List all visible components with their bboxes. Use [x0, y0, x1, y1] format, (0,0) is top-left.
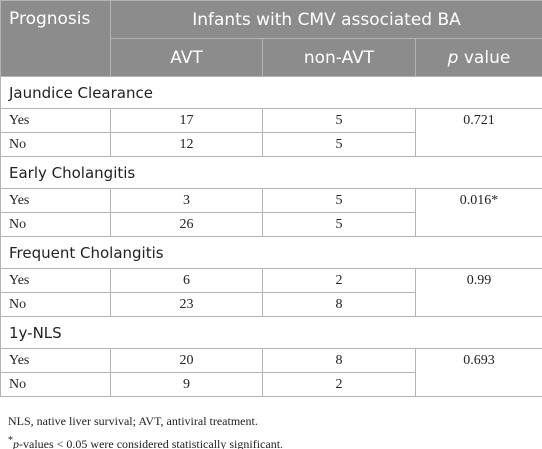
- avt-cell: 9: [110, 372, 263, 397]
- non-avt-cell: 5: [262, 188, 416, 213]
- row-label: No: [0, 212, 111, 237]
- non-avt-cell: 8: [262, 292, 416, 317]
- non-avt-cell: 8: [262, 348, 416, 373]
- avt-cell: 26: [110, 212, 263, 237]
- non-avt-cell: 2: [262, 372, 416, 397]
- non-avt-cell: 5: [262, 212, 416, 237]
- note: NLS, native liver survival; AVT, antivir…: [8, 414, 258, 428]
- avt-cell: 6: [110, 268, 263, 293]
- avt-cell: 12: [110, 132, 263, 157]
- row-label: Yes: [0, 108, 111, 133]
- data-row: Yes 20 8 0.693: [0, 348, 542, 397]
- section-title: Frequent Cholangitis: [0, 236, 542, 269]
- avt-cell: 3: [110, 188, 263, 213]
- avt-cell: 23: [110, 292, 263, 317]
- data-row: Yes 6 2 0.99: [0, 268, 542, 317]
- row-label: Yes: [0, 268, 111, 293]
- section-row: Frequent Cholangitis: [0, 236, 542, 269]
- note: *p-values < 0.05 were considered statist…: [8, 431, 283, 449]
- row-label: No: [0, 372, 111, 397]
- p-value: 0.721: [415, 108, 542, 157]
- p-value: 0.016*: [415, 188, 542, 237]
- row-label: Yes: [0, 188, 111, 213]
- non-avt-cell: 5: [262, 132, 416, 157]
- header-cell: Prognosis: [0, 0, 111, 77]
- data-row: No 23 8: [0, 292, 542, 317]
- column-header: AVT: [110, 38, 263, 77]
- section-row: 1y-NLS: [0, 316, 542, 349]
- section-row: Jaundice Clearance: [0, 76, 542, 109]
- p-text: value: [463, 47, 511, 68]
- section-title: 1y-NLS: [0, 316, 542, 349]
- footnotes: NLS, native liver survival; AVT, antivir…: [8, 412, 283, 449]
- row-label: No: [0, 292, 111, 317]
- group-header: Infants with CMV associated BA: [110, 0, 542, 39]
- note-text: -values < 0.05 were considered statistic…: [19, 437, 284, 449]
- section-row: Early Cholangitis: [0, 156, 542, 189]
- note-mark: *: [8, 435, 13, 446]
- note-italic: p: [13, 437, 19, 449]
- column-header: p value: [415, 38, 542, 77]
- data-table: Prognosis Infants with CMV associated BA…: [0, 0, 542, 397]
- non-avt-cell: 5: [262, 108, 416, 133]
- row-label: Yes: [0, 348, 111, 373]
- p-value: 0.693: [415, 348, 542, 397]
- section-title: Jaundice Clearance: [0, 76, 542, 109]
- p-value: 0.99: [415, 268, 542, 317]
- data-row: No 12 5: [0, 132, 542, 157]
- data-row: No 9 2: [0, 372, 542, 397]
- avt-cell: 17: [110, 108, 263, 133]
- data-row: Yes 17 5 0.721: [0, 108, 542, 157]
- row-label: No: [0, 132, 111, 157]
- data-row: Yes 3 5 0.016*: [0, 188, 542, 237]
- section-title: Early Cholangitis: [0, 156, 542, 189]
- avt-cell: 20: [110, 348, 263, 373]
- non-avt-cell: 2: [262, 268, 416, 293]
- column-header: non-AVT: [262, 38, 416, 77]
- p-symbol: p: [447, 47, 459, 68]
